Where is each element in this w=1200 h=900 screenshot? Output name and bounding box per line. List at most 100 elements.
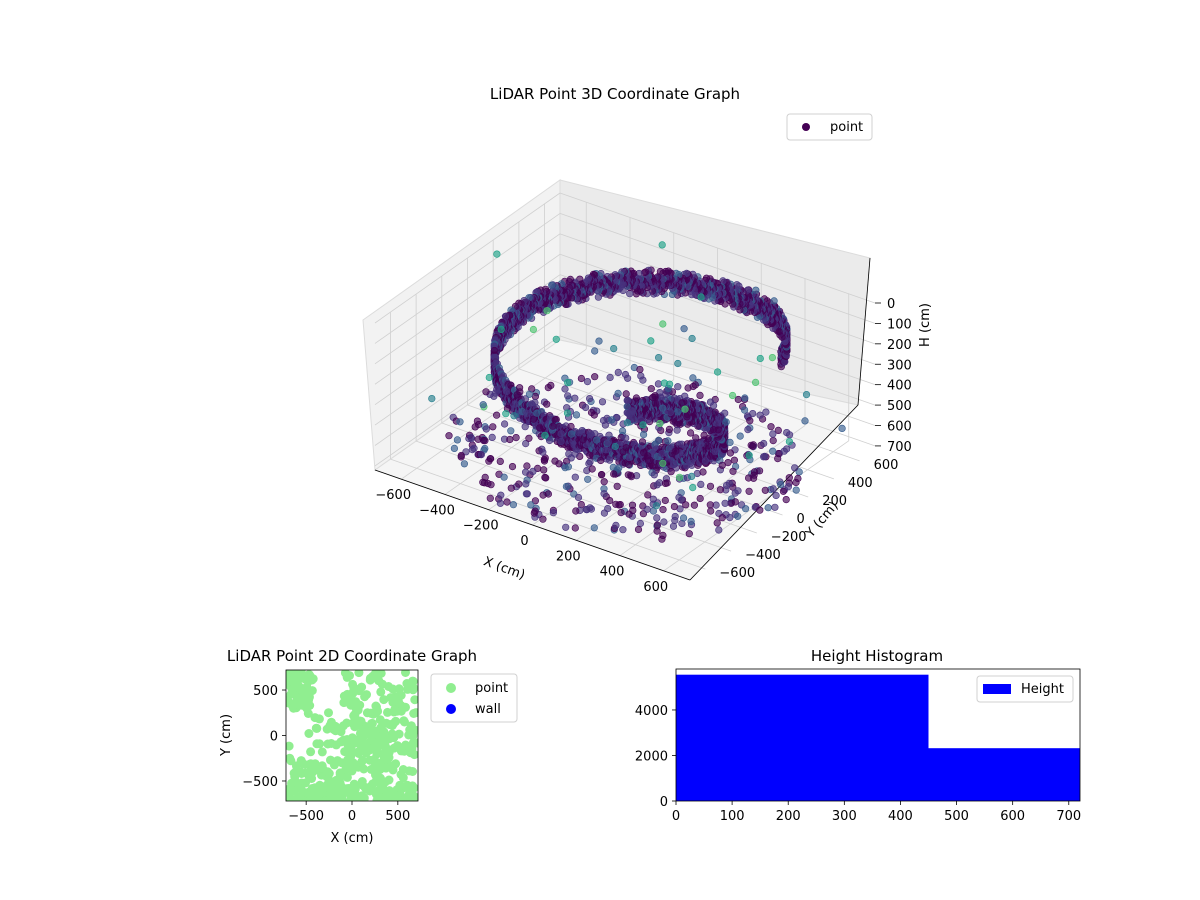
chart-3d-point — [622, 434, 630, 442]
chart-2d-point — [354, 716, 364, 726]
chart-2d-point — [381, 763, 391, 773]
chart-3d-point — [801, 417, 809, 425]
chart-3d-points — [428, 241, 846, 543]
chart-3d-point — [767, 423, 775, 431]
chart-3d-point — [689, 484, 697, 492]
chart-3d-point — [597, 471, 606, 479]
chart-3d-point — [673, 408, 682, 416]
chart-3d-point — [752, 286, 760, 294]
chart-2d: LiDAR Point 2D Coordinate Graph −500 0 500… — [219, 647, 518, 846]
chart-hist-ytick-label: 0 — [660, 795, 668, 810]
chart-3d-point — [771, 503, 779, 511]
chart-3d-point — [697, 293, 705, 301]
chart-3d-point — [718, 461, 726, 469]
chart-3d-point — [639, 376, 647, 384]
chart-3d-point — [769, 430, 777, 438]
chart-3d-point — [563, 409, 572, 417]
chart-3d-y-axis-line — [689, 404, 859, 581]
chart-3d-point — [654, 380, 663, 388]
chart-3d-point — [497, 491, 505, 499]
chart-3d-point — [656, 419, 664, 428]
chart-3d-point — [685, 530, 693, 538]
chart-hist-xtick-label: 100 — [720, 809, 745, 824]
chart-3d-point — [615, 501, 623, 509]
chart-3d-point — [564, 463, 573, 471]
chart-2d-point — [406, 792, 416, 801]
chart-3d-point — [606, 373, 614, 382]
chart-2d-point — [396, 770, 406, 779]
chart-3d-point — [525, 434, 533, 442]
chart-3d-point — [539, 491, 547, 499]
chart-3d-point — [639, 421, 647, 429]
chart-3d-point — [722, 418, 730, 426]
chart-3d-point — [503, 498, 511, 506]
chart-3d-point — [521, 423, 529, 431]
chart-3d-point — [507, 427, 515, 435]
chart-2d-legend-marker-point — [446, 683, 456, 693]
chart-3d-point — [734, 395, 742, 404]
chart-3d-point — [474, 435, 482, 443]
chart-2d-point — [307, 784, 317, 793]
chart-2d-point — [353, 736, 363, 746]
chart-2d-point — [328, 784, 338, 793]
chart-3d-point — [510, 412, 518, 420]
chart-3d-point — [545, 436, 554, 445]
chart-3d-xtick-label: 400 — [600, 565, 625, 580]
chart-3d-point — [521, 468, 530, 476]
chart-hist-xtick-label: 300 — [832, 809, 857, 824]
chart-3d-point — [741, 505, 750, 513]
chart-3d-point — [594, 293, 603, 301]
chart-3d-point — [493, 411, 501, 419]
chart-3d-point — [689, 374, 697, 382]
chart-3d-point — [513, 391, 521, 399]
chart-3d-point — [741, 394, 749, 402]
chart-3d-point — [428, 395, 436, 403]
chart-hist: Height Histogram 0 100 200 300 400 500 600 700 0… — [635, 647, 1081, 824]
chart-3d-point — [486, 494, 494, 502]
chart-2d-point — [342, 735, 352, 744]
chart-3d-point — [802, 391, 811, 399]
chart-3d-point — [540, 466, 548, 474]
chart-hist-bar — [928, 748, 1080, 801]
chart-3d-point — [653, 527, 661, 535]
chart-2d-point — [349, 796, 359, 801]
chart-3d-ztick-label: 500 — [887, 399, 912, 414]
chart-2d-point — [369, 729, 379, 739]
chart-3d-point — [792, 486, 800, 494]
chart-3d-point — [682, 501, 690, 509]
chart-3d-ytick-label: −400 — [745, 548, 781, 563]
chart-3d-point — [490, 392, 498, 400]
chart-3d-point — [564, 379, 572, 387]
chart-2d-point — [286, 756, 296, 766]
chart-3d-point — [651, 399, 659, 407]
chart-3d-point — [577, 374, 586, 383]
chart-3d-point — [654, 354, 663, 362]
chart-3d-point — [659, 459, 667, 467]
chart-2d-point — [367, 718, 377, 728]
chart-3d-point — [604, 438, 613, 446]
chart-3d-point — [507, 484, 515, 492]
chart-2d-point — [322, 724, 332, 734]
chart-3d-point — [496, 457, 504, 466]
chart-3d-point — [591, 347, 599, 355]
chart-2d-point — [393, 741, 402, 751]
chart-3d-point — [540, 456, 548, 464]
chart-3d-ztick-label: 300 — [887, 358, 912, 373]
chart-3d-point — [660, 518, 668, 526]
chart-3d-point — [622, 390, 630, 398]
chart-3d-point — [643, 505, 651, 513]
chart-2d-ytick-label: −500 — [242, 775, 278, 790]
chart-3d-point — [600, 509, 609, 517]
chart-3d-point — [748, 442, 757, 450]
chart-3d-title: LiDAR Point 3D Coordinate Graph — [490, 85, 740, 103]
chart-3d-point — [769, 485, 777, 493]
chart-3d-point — [572, 507, 580, 515]
chart-3d-point — [674, 359, 682, 368]
chart-3d-point — [782, 445, 791, 453]
chart-3d-point — [544, 384, 552, 392]
chart-3d-point — [729, 467, 737, 475]
chart-3d-point — [785, 474, 793, 482]
chart-2d-xtick-label: 500 — [385, 809, 410, 824]
chart-3d-point — [606, 497, 614, 505]
chart-2d-point — [365, 786, 375, 796]
